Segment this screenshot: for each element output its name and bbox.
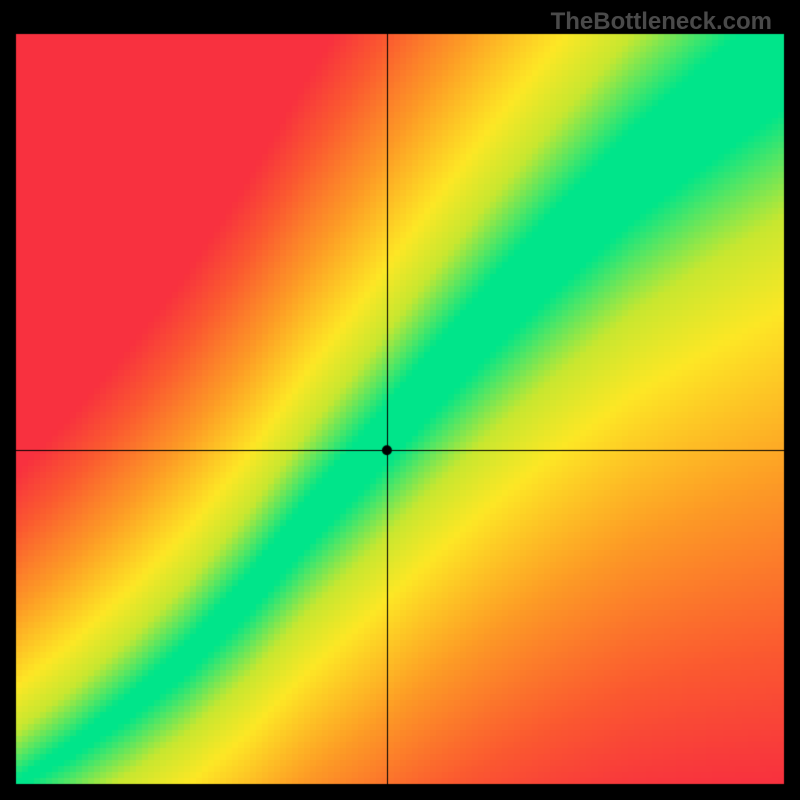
watermark-text: TheBottleneck.com <box>551 8 772 36</box>
chart-container: TheBottleneck.com <box>0 0 800 800</box>
bottleneck-heatmap <box>0 0 800 800</box>
